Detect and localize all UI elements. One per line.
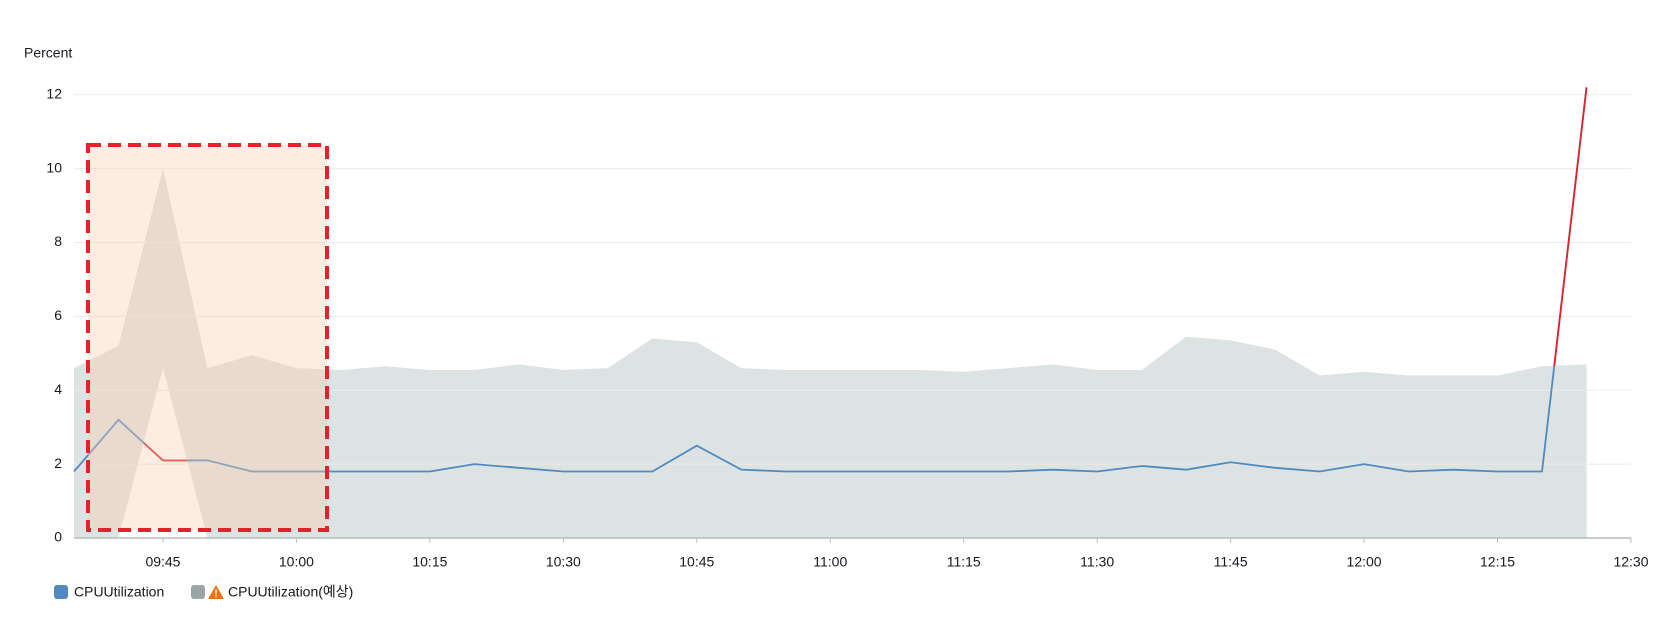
warning-icon [208,585,224,599]
x-tick-label: 10:00 [279,554,314,570]
y-axis-label: Percent [24,45,72,61]
legend: CPUUtilization ! CPUUtilization(예상) [54,584,353,600]
x-tick-label: 12:15 [1480,554,1515,570]
expected-band [74,168,1587,539]
x-tick-label: 12:00 [1347,554,1382,570]
anomaly-segment [1553,87,1588,366]
x-tick-label: 10:30 [546,554,581,570]
y-tick-label: 0 [54,529,62,545]
x-tick-label: 11:45 [1214,554,1248,570]
y-tick-label: 12 [46,85,62,101]
x-tick-label: 10:15 [412,554,447,570]
legend-label[interactable]: CPUUtilization(예상) [228,584,353,600]
highlight-box [86,143,329,532]
legend-label[interactable]: CPUUtilization [74,584,164,600]
y-tick-label: 2 [54,455,62,471]
band-layer [74,168,1587,539]
y-tick-label: 4 [54,381,62,397]
legend-swatch [54,585,68,599]
x-tick-label: 11:30 [1080,554,1114,570]
y-tick-label: 10 [46,159,62,175]
x-tick-label: 09:45 [145,554,180,570]
y-tick-label: 8 [54,233,62,249]
warning-mark: ! [214,589,217,600]
y-tick-label: 6 [54,307,62,323]
x-tick-label: 11:15 [947,554,981,570]
x-tick-label: 10:45 [679,554,714,570]
grid-layer [74,94,1632,543]
x-tick-label: 12:30 [1613,554,1648,570]
anomaly-segment [142,441,164,462]
x-tick-label: 11:00 [813,554,847,570]
legend-swatch [191,585,205,599]
label-layer: 0 2 4 6 8 10 12 09:45 10:00 10:15 10:30 10:45 11:00 1… [46,85,1648,569]
